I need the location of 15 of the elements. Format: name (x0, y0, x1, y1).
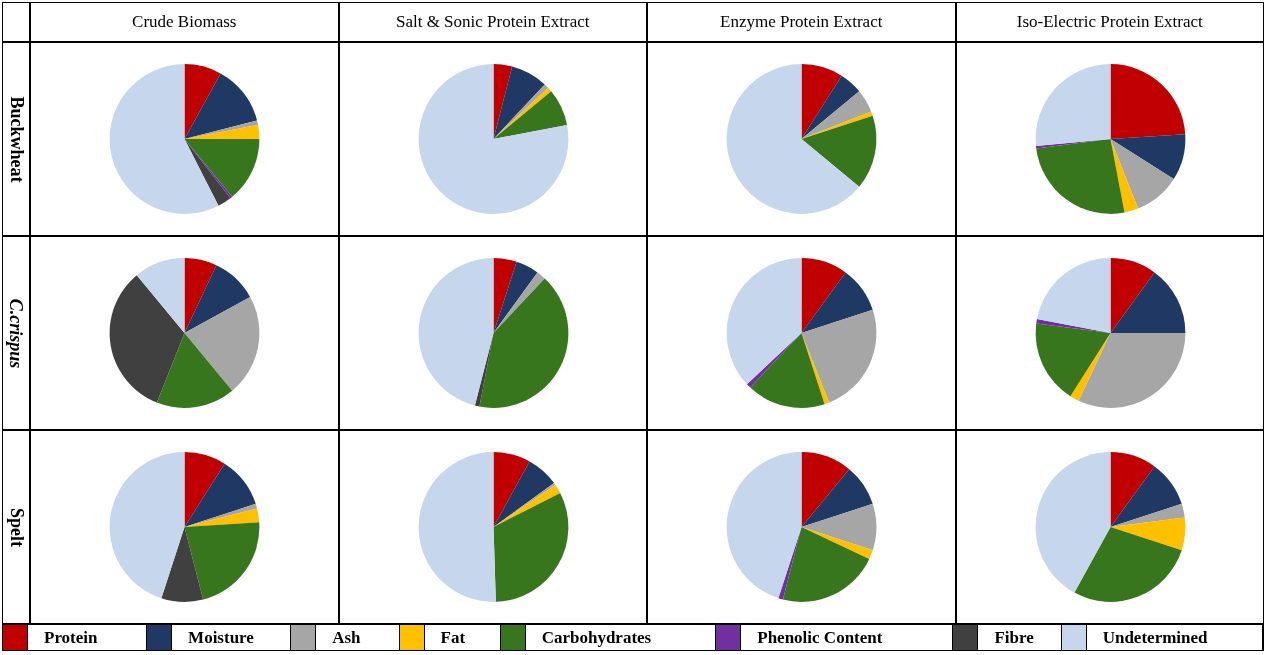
chart-title: Salt & Sonic Protein Extract (338, 2, 647, 42)
legend-label: Ash (331, 627, 362, 648)
legend-label: Carbohydrates (540, 627, 653, 648)
text: Spelt (5, 507, 27, 547)
text: Buckwheat (5, 95, 27, 183)
legend-label: Fat (439, 627, 467, 648)
legend-label: Fibre (993, 627, 1035, 648)
chart-title: Iso-Electric Protein Extract (955, 2, 1264, 42)
legend-label: Protein (43, 627, 99, 648)
chart-title: Enzyme Protein Extract (647, 2, 956, 42)
legend-label: Phenolic Content (756, 627, 884, 648)
chart-title: Crude Biomass (30, 2, 339, 42)
legend-label: Moisture (187, 627, 255, 648)
legend-label: Undetermined (1101, 627, 1209, 648)
text: C.crispus (5, 298, 27, 368)
